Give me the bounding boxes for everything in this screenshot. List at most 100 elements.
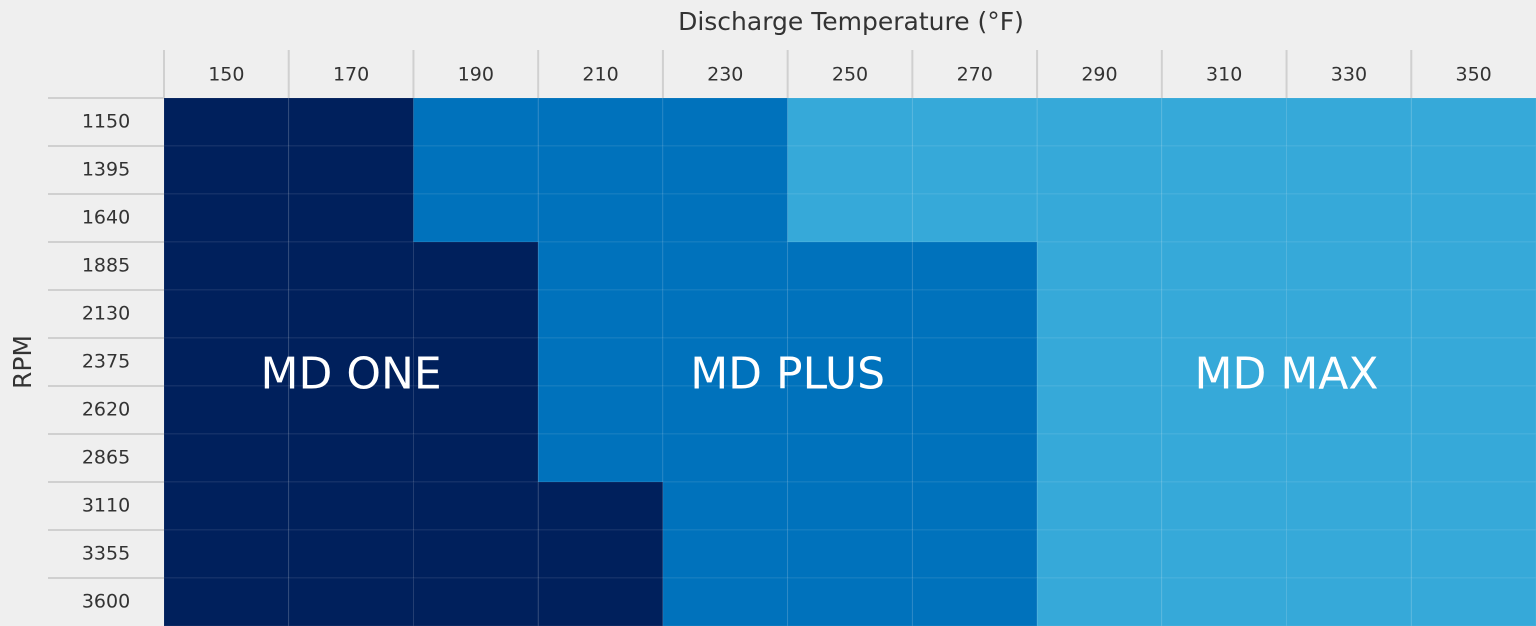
column-header: 310 xyxy=(1206,64,1242,86)
cell xyxy=(1161,193,1288,243)
cell xyxy=(1161,433,1288,483)
cell xyxy=(163,289,290,339)
cell xyxy=(787,577,913,626)
row-header: 3355 xyxy=(82,543,130,565)
column-header: 230 xyxy=(707,64,743,86)
cell xyxy=(662,97,789,147)
cell xyxy=(1286,289,1412,339)
cell xyxy=(537,385,664,435)
cell xyxy=(1036,337,1163,387)
cell xyxy=(1410,433,1536,483)
cell xyxy=(1410,337,1536,387)
cell xyxy=(412,97,539,147)
cell xyxy=(163,241,290,291)
cell xyxy=(787,289,913,339)
cell xyxy=(787,433,913,483)
cell xyxy=(1410,193,1536,243)
cell xyxy=(288,337,414,387)
cell xyxy=(1036,193,1163,243)
cell xyxy=(1036,97,1163,147)
cell xyxy=(1161,577,1288,626)
row-header: 1640 xyxy=(82,207,130,229)
cell xyxy=(1161,289,1288,339)
cell xyxy=(1410,577,1536,626)
cell xyxy=(412,481,539,531)
cell xyxy=(911,97,1038,147)
cell xyxy=(787,241,913,291)
cell xyxy=(1036,577,1163,626)
cell xyxy=(163,433,290,483)
cell xyxy=(288,529,414,579)
cell xyxy=(163,385,290,435)
row-header: 2620 xyxy=(82,399,130,421)
cell xyxy=(911,337,1038,387)
cell xyxy=(1036,385,1163,435)
cell xyxy=(1036,433,1163,483)
cell xyxy=(288,145,414,195)
cell xyxy=(412,145,539,195)
cell xyxy=(1161,241,1288,291)
row-header: 2375 xyxy=(82,351,130,373)
cell xyxy=(412,193,539,243)
row-header: 3600 xyxy=(82,591,130,613)
cell xyxy=(288,433,414,483)
cell xyxy=(1286,433,1412,483)
cell xyxy=(537,145,664,195)
cell xyxy=(288,481,414,531)
cell xyxy=(662,145,789,195)
cell xyxy=(1410,241,1536,291)
cell xyxy=(911,145,1038,195)
zone-label: MD MAX xyxy=(1195,348,1379,399)
cell xyxy=(1036,241,1163,291)
column-header: 290 xyxy=(1081,64,1117,86)
cell xyxy=(412,577,539,626)
cell xyxy=(163,193,290,243)
cell xyxy=(1161,145,1288,195)
zone-label: MD ONE xyxy=(260,348,441,399)
cell xyxy=(1410,529,1536,579)
column-header: 210 xyxy=(582,64,618,86)
cell xyxy=(1410,481,1536,531)
cell xyxy=(537,529,664,579)
cell xyxy=(1410,385,1536,435)
column-header: 330 xyxy=(1331,64,1367,86)
row-header: 1885 xyxy=(82,255,130,277)
cell xyxy=(911,433,1038,483)
cell xyxy=(1161,97,1288,147)
cell xyxy=(911,577,1038,626)
cell xyxy=(662,529,789,579)
cell xyxy=(163,577,290,626)
cell xyxy=(1036,481,1163,531)
cell xyxy=(911,529,1038,579)
cell xyxy=(1286,97,1412,147)
cell xyxy=(787,385,913,435)
cell xyxy=(412,241,539,291)
row-axis-label: RPM xyxy=(8,335,37,389)
column-header: 250 xyxy=(832,64,868,86)
cell xyxy=(787,97,913,147)
cell xyxy=(1161,529,1288,579)
row-header: 3110 xyxy=(82,495,130,517)
cell xyxy=(911,481,1038,531)
cell xyxy=(1161,481,1288,531)
cell xyxy=(412,289,539,339)
cell xyxy=(662,193,789,243)
cell xyxy=(787,145,913,195)
cell xyxy=(537,193,664,243)
cell xyxy=(1286,193,1412,243)
cell xyxy=(1410,145,1536,195)
cell xyxy=(288,193,414,243)
cell xyxy=(412,337,539,387)
zone-label: MD PLUS xyxy=(690,348,885,399)
cell xyxy=(1286,529,1412,579)
cell xyxy=(1161,385,1288,435)
column-header: 170 xyxy=(333,64,369,86)
cell xyxy=(288,241,414,291)
cell xyxy=(1036,145,1163,195)
column-header: 270 xyxy=(957,64,993,86)
chart-title: Discharge Temperature (°F) xyxy=(678,7,1024,36)
cell xyxy=(537,289,664,339)
cell xyxy=(911,385,1038,435)
cell xyxy=(1036,289,1163,339)
